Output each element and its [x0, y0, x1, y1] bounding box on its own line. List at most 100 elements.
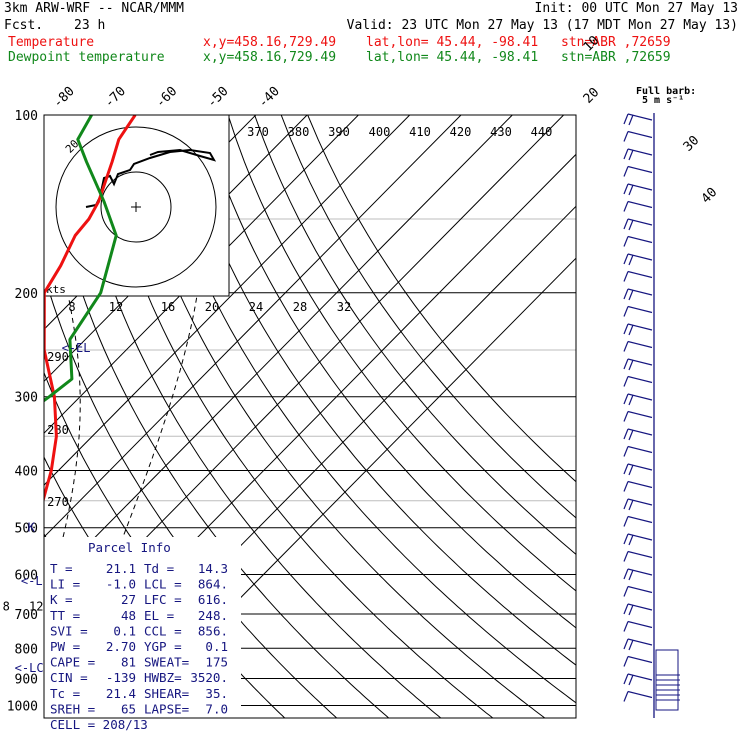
parcel-info-cell: 175	[205, 655, 228, 670]
parcel-info-cell-motion: CELL = 208/13	[50, 717, 148, 732]
isotherm-line	[44, 115, 411, 486]
wind-barb-flag	[623, 288, 629, 300]
wind-barb-flag	[628, 114, 634, 126]
parcel-info-cell: LI =	[50, 577, 80, 592]
wind-barb-flag	[628, 289, 634, 301]
wind-barb-flag	[623, 271, 629, 282]
wind-barb-flag	[623, 341, 629, 352]
dry-adiabat	[201, 115, 576, 629]
wind-barb-flag	[623, 306, 629, 317]
wind-barb-shaft	[627, 673, 653, 681]
dry-adiabat-label: 290	[47, 350, 69, 364]
dry-adiabats	[44, 115, 576, 718]
wind-barb-shaft	[627, 113, 653, 121]
parcel-info-cell: 0.1	[113, 623, 136, 638]
wind-barb	[623, 113, 653, 126]
wind-barb-shaft	[627, 270, 653, 279]
isotherm-label: -40	[256, 84, 283, 111]
wind-barb-column: Full barb: 5 m s⁻¹	[636, 86, 696, 718]
parcel-info-cell: 21.1	[106, 561, 136, 576]
wind-barb	[623, 165, 653, 177]
dry-adiabat-label: 280	[47, 423, 69, 437]
parcel-info-cell: 14.3	[198, 561, 228, 576]
wind-barb	[623, 515, 653, 527]
wind-barb	[623, 498, 653, 511]
parcel-info-cell: SVI =	[50, 623, 88, 638]
wind-barb-flag	[623, 516, 629, 527]
wind-barb-flag	[623, 691, 629, 702]
parcel-info-cell: Td =	[144, 561, 174, 576]
wind-barb	[623, 585, 653, 597]
wind-barb-flag	[628, 429, 634, 441]
wind-barb-shaft	[627, 305, 653, 314]
wind-barb	[623, 550, 653, 562]
wind-barb-flag	[623, 411, 629, 422]
wind-barb-flag	[628, 184, 634, 196]
pressure-label: 500	[15, 522, 38, 537]
isotherm-label: 20	[581, 85, 603, 107]
parcel-info-title: Parcel Info	[88, 540, 171, 555]
wind-barb-shaft	[627, 340, 653, 349]
moist-adiabat	[44, 163, 81, 611]
pressure-labels: 100 200 300 400 500 600 700 800 900 1000	[7, 109, 38, 714]
hodograph-speed-tick: 32	[337, 300, 351, 314]
dry-adiabat	[254, 115, 576, 555]
location-latlon-2: lat,lon= 45.44, -98.41	[366, 50, 539, 65]
dry-adiabat-label: 410	[409, 125, 431, 139]
wind-barb-shaft	[627, 655, 653, 664]
wind-barb	[623, 340, 653, 352]
dry-adiabat-label: 440	[531, 125, 553, 139]
parcel-info-rows: T = 21.1 Td = 14.3 LI = -1.0 LCL = 864. K = 27 LFC…	[50, 561, 228, 732]
parcel-info-cell: 864.	[198, 577, 228, 592]
temperature-trace	[44, 115, 137, 504]
wind-barb-shaft	[627, 253, 653, 261]
wind-barb-flag	[623, 673, 629, 685]
wind-barb	[623, 253, 653, 266]
wind-barb-flag	[623, 113, 629, 125]
wind-barb	[623, 620, 653, 632]
wind-barb	[623, 235, 653, 247]
wind-barb-shaft	[627, 585, 653, 594]
wind-barb	[623, 445, 653, 457]
wind-barb-shaft	[627, 410, 653, 419]
location-latlon-1: lat,lon= 45.44, -98.41	[366, 35, 539, 50]
dry-adiabat	[307, 115, 576, 483]
wind-barb-shaft	[627, 568, 653, 576]
plot-frame	[43, 114, 577, 719]
station-1: stn=ABR ,72659	[561, 35, 671, 50]
wind-barb-flag	[623, 358, 629, 370]
isotherm-label: 30	[681, 133, 703, 155]
pressure-label: 400	[15, 465, 38, 480]
hodograph-speed-tick: 28	[293, 300, 307, 314]
pressure-label: 900	[15, 672, 38, 687]
wind-barb-shaft	[627, 533, 653, 541]
parcel-info-cell: EL =	[144, 608, 174, 623]
wind-barb-flag	[623, 638, 629, 650]
parcel-info-cell: YGP =	[144, 639, 182, 654]
dry-adiabat	[121, 115, 546, 718]
wind-barb	[623, 428, 653, 441]
wind-barb	[623, 218, 653, 231]
wind-barb-shaft	[627, 375, 653, 384]
wind-barb-shaft	[627, 550, 653, 559]
dry-adiabat-label: 370	[247, 125, 269, 139]
wind-barb-flag	[628, 394, 634, 406]
wind-barb-flag	[623, 201, 629, 212]
parcel-info-cell: PW =	[50, 639, 80, 654]
pressure-label: 200	[15, 287, 38, 302]
parcel-info-cell: -1.0	[106, 577, 136, 592]
isotherm-line	[44, 115, 462, 538]
pressure-label: 600	[15, 568, 38, 583]
wind-barb-flag	[623, 568, 629, 580]
wind-barb-flag	[623, 463, 629, 475]
dry-adiabat-label: 270	[47, 495, 69, 509]
wind-barb-flag	[628, 149, 634, 161]
parcel-info-cell: K =	[50, 592, 73, 607]
isotherm-label: -80	[51, 84, 78, 111]
parcel-info-box: Parcel Info	[44, 537, 241, 718]
wind-barb-shaft	[627, 498, 653, 506]
hodograph-speed-tick: 24	[249, 300, 263, 314]
wind-barb	[623, 673, 653, 686]
dry-adiabat	[174, 115, 576, 666]
hodograph-speed-tick: 8	[68, 300, 75, 314]
